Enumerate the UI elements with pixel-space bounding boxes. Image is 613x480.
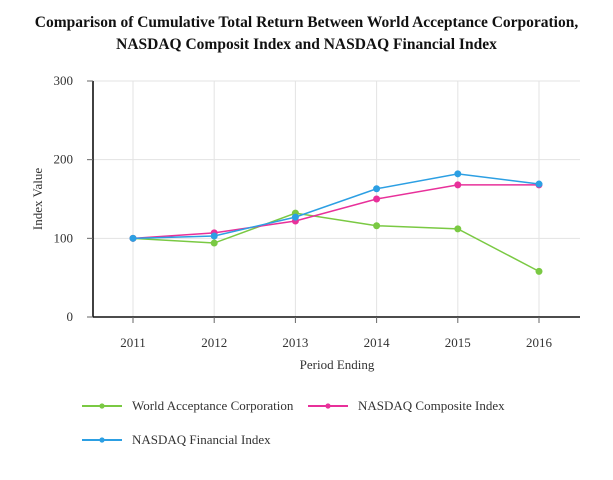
data-point bbox=[373, 222, 381, 230]
data-point bbox=[454, 181, 462, 189]
y-tick-label: 100 bbox=[54, 230, 74, 245]
legend-label: NASDAQ Financial Index bbox=[132, 432, 271, 447]
y-tick-label: 300 bbox=[54, 73, 74, 88]
data-point bbox=[373, 195, 381, 203]
series-0 bbox=[129, 209, 543, 275]
x-tick-label: 2014 bbox=[364, 335, 391, 350]
y-axis-title: Index Value bbox=[30, 168, 45, 230]
y-tick-label: 0 bbox=[67, 309, 74, 324]
legend-item-world-acceptance[interactable]: World Acceptance Corporation bbox=[82, 398, 293, 414]
series-1 bbox=[129, 181, 543, 242]
chart-title-line-1: Comparison of Cumulative Total Return Be… bbox=[34, 14, 579, 31]
legend-swatch-icon bbox=[308, 403, 348, 409]
series-lines bbox=[129, 170, 543, 275]
data-point bbox=[210, 232, 218, 240]
axes bbox=[92, 81, 580, 318]
chart-title-line-2: NASDAQ Composit Index and NASDAQ Financi… bbox=[116, 36, 497, 53]
legend-label: NASDAQ Composite Index bbox=[358, 398, 505, 413]
legend-item-nasdaq-composite[interactable]: NASDAQ Composite Index bbox=[308, 398, 505, 414]
x-axis-title: Period Ending bbox=[300, 357, 375, 372]
x-tick-label: 2016 bbox=[526, 335, 553, 350]
data-point bbox=[373, 185, 381, 193]
legend-swatch-icon bbox=[82, 437, 122, 443]
x-axis-ticks: 2011 2012 2013 2014 2015 2016 bbox=[120, 317, 553, 350]
chart-title: Comparison of Cumulative Total Return Be… bbox=[0, 12, 613, 56]
series-line bbox=[132, 173, 540, 240]
legend-item-nasdaq-financial[interactable]: NASDAQ Financial Index bbox=[82, 432, 271, 448]
series-line bbox=[132, 184, 539, 240]
data-point bbox=[535, 180, 543, 188]
data-point bbox=[210, 239, 218, 247]
data-point bbox=[454, 170, 462, 178]
data-point bbox=[535, 267, 543, 275]
y-tick-label: 200 bbox=[54, 152, 74, 167]
x-tick-label: 2012 bbox=[201, 335, 227, 350]
series-line bbox=[132, 212, 540, 273]
legend-label: World Acceptance Corporation bbox=[132, 398, 294, 413]
y-axis-ticks: 0 100 200 300 bbox=[54, 73, 93, 324]
legend-swatch-icon bbox=[82, 403, 122, 409]
gridlines bbox=[93, 80, 580, 317]
series-2 bbox=[129, 170, 543, 242]
data-point bbox=[129, 234, 137, 242]
data-point bbox=[291, 213, 299, 221]
data-point bbox=[454, 225, 462, 233]
x-tick-label: 2013 bbox=[282, 335, 308, 350]
x-tick-label: 2011 bbox=[120, 335, 146, 350]
x-tick-label: 2015 bbox=[445, 335, 471, 350]
